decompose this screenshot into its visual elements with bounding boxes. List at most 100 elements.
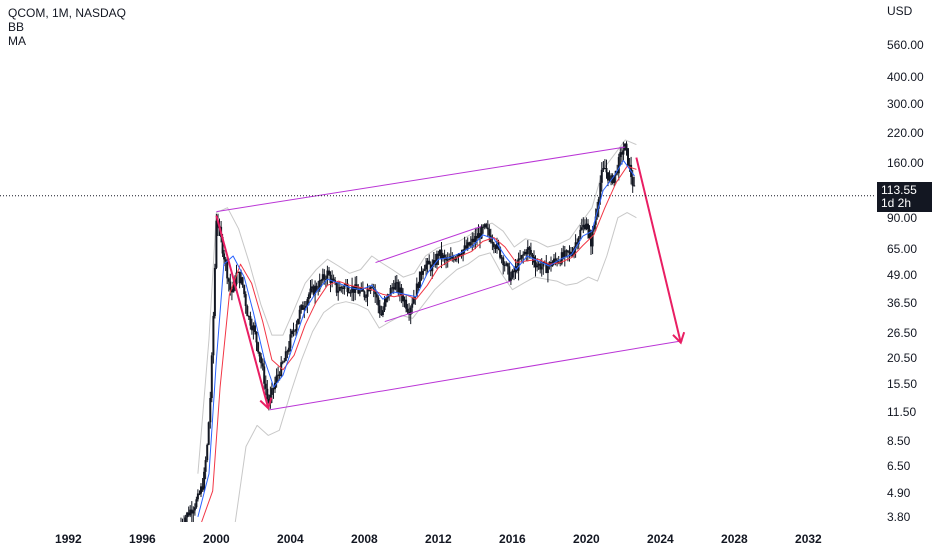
candle-body [303, 307, 306, 310]
candle-body [425, 264, 428, 270]
chart-plot-area[interactable] [0, 0, 875, 550]
candle-body [457, 254, 460, 257]
price-tick-label: 220.00 [887, 126, 924, 141]
candle-body [411, 303, 414, 308]
candle-body [420, 271, 423, 275]
legend-symbol[interactable]: QCOM, 1M, NASDAQ [8, 6, 127, 20]
candle-body [250, 325, 253, 331]
candle-body [466, 242, 469, 249]
candle-body [480, 226, 483, 239]
candle-body [608, 176, 611, 181]
candle-body [479, 233, 481, 239]
time-tick-label: 2028 [721, 532, 748, 546]
candle-body [280, 362, 283, 376]
candle-body [332, 278, 335, 281]
candle-body [324, 279, 327, 281]
candle-body [203, 471, 206, 490]
candle-body [196, 493, 199, 500]
price-chart-svg[interactable] [0, 0, 875, 550]
candle-body [266, 388, 269, 399]
price-tick-label: 300.00 [887, 96, 924, 111]
candle-body [227, 278, 230, 282]
candle-body [488, 229, 491, 236]
candle-body [546, 266, 549, 273]
price-tick-label: 26.50 [887, 326, 918, 341]
candle-body [422, 270, 424, 275]
candle-body [226, 261, 229, 279]
candle-body [329, 274, 332, 283]
candle-body [286, 351, 289, 353]
price-axis-currency: USD [887, 4, 913, 18]
candle-body [525, 251, 528, 255]
candle-body [375, 294, 378, 298]
candle-body [435, 253, 438, 265]
candle-body [485, 224, 488, 228]
candle-body [537, 263, 540, 266]
candle-body [263, 366, 266, 384]
candle-body [365, 296, 367, 298]
candle-body [189, 509, 192, 516]
candle-body [315, 285, 318, 290]
candle-body [340, 287, 343, 288]
candle-body [423, 269, 426, 271]
legend-indicator-ma[interactable]: MA [8, 34, 26, 48]
candle-body [482, 226, 485, 228]
candle-body [579, 229, 582, 238]
candle-body [465, 245, 468, 249]
candle-body [429, 264, 432, 272]
candle-body [610, 175, 613, 177]
candle-body [496, 242, 498, 249]
price-tick-label: 400.00 [887, 69, 924, 84]
candle-body [417, 283, 420, 288]
candle-body [254, 325, 256, 332]
candle-body [312, 286, 315, 295]
candle-body [432, 260, 435, 265]
candle-body [440, 249, 443, 259]
price-tick-label: 160.00 [887, 156, 924, 171]
candle-body [580, 227, 583, 230]
candle-body [415, 283, 418, 297]
candle-body [412, 297, 415, 304]
candle-body [204, 460, 207, 472]
candle-body [383, 302, 386, 311]
candle-body [385, 298, 387, 303]
candle-body [243, 285, 246, 295]
candle-body [186, 512, 189, 518]
candle-body [309, 288, 312, 295]
candle-body [446, 259, 449, 261]
candle-body [619, 152, 622, 158]
candle-body [526, 247, 529, 255]
candle-body [232, 281, 235, 293]
price-tick-label: 90.00 [887, 210, 918, 225]
candle-body [588, 229, 591, 239]
candle-body [531, 254, 534, 257]
candle-body [540, 266, 543, 270]
legend-indicator-bb[interactable]: BB [8, 20, 25, 34]
time-tick-label: 2012 [425, 532, 452, 546]
candle-body [291, 330, 293, 335]
candle-body [287, 347, 290, 352]
candle-body [539, 263, 542, 270]
candle-body [368, 288, 371, 291]
candle-body [260, 356, 263, 364]
candle-body [323, 274, 326, 280]
candle-body [257, 342, 260, 352]
candle-body [378, 305, 381, 314]
candle-body [377, 297, 380, 306]
time-tick-label: 2000 [203, 532, 230, 546]
candle-body [320, 280, 323, 282]
candle-body [409, 307, 412, 315]
candle-body [406, 308, 409, 312]
candle-body [267, 399, 270, 404]
time-tick-label: 1992 [55, 532, 82, 546]
candle-body [264, 383, 267, 389]
candle-body [508, 266, 511, 281]
candle-body [321, 274, 324, 281]
current-price-value: 113.55 [881, 183, 917, 197]
candle-body [520, 255, 523, 259]
candle-body [352, 286, 355, 293]
candle-body [400, 287, 403, 296]
price-tick-label: 20.50 [887, 350, 918, 365]
candle-body [568, 251, 571, 253]
candle-body [297, 318, 300, 325]
